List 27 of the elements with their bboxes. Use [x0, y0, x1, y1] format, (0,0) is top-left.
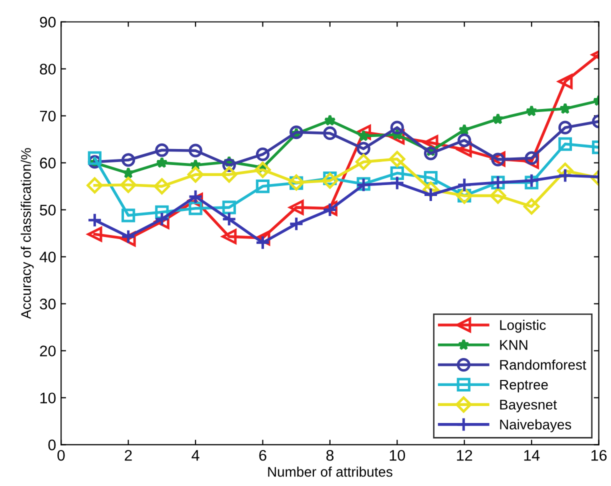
y-tick-label: 30 — [40, 298, 56, 310]
legend-label: Reptree — [500, 380, 548, 392]
y-tick-label: 0 — [48, 440, 56, 450]
legend-label: Randomforest — [500, 360, 586, 370]
legend-label: KNN — [500, 340, 528, 350]
x-tick-label: 12 — [457, 450, 472, 461]
legend-label: Logistic — [500, 320, 546, 333]
x-tick-label: 16 — [591, 450, 607, 461]
x-axis-title: Number of attributes — [268, 466, 392, 477]
legend-label: Naivebayes — [500, 419, 572, 432]
y-tick-label: 70 — [40, 110, 56, 122]
y-tick-label: 50 — [40, 204, 56, 216]
y-tick-label: 90 — [40, 16, 56, 28]
legend-label: Bayesnet — [500, 400, 557, 412]
x-tick-label: 14 — [524, 450, 540, 461]
y-tick-label: 60 — [40, 158, 56, 168]
x-tick-label: 8 — [326, 450, 334, 461]
y-tick-label: 80 — [40, 64, 56, 75]
x-tick-label: 6 — [259, 450, 266, 461]
x-tick-label: 10 — [390, 450, 406, 461]
y-tick-label: 10 — [40, 392, 56, 404]
y-tick-label: 20 — [40, 346, 56, 356]
y-tick-label: 40 — [40, 252, 56, 262]
x-tick-label: 0 — [57, 450, 65, 461]
x-tick-label: 2 — [124, 450, 132, 461]
x-tick-label: 4 — [192, 450, 200, 461]
y-axis-title: Accuracy of classification/% — [20, 148, 34, 319]
